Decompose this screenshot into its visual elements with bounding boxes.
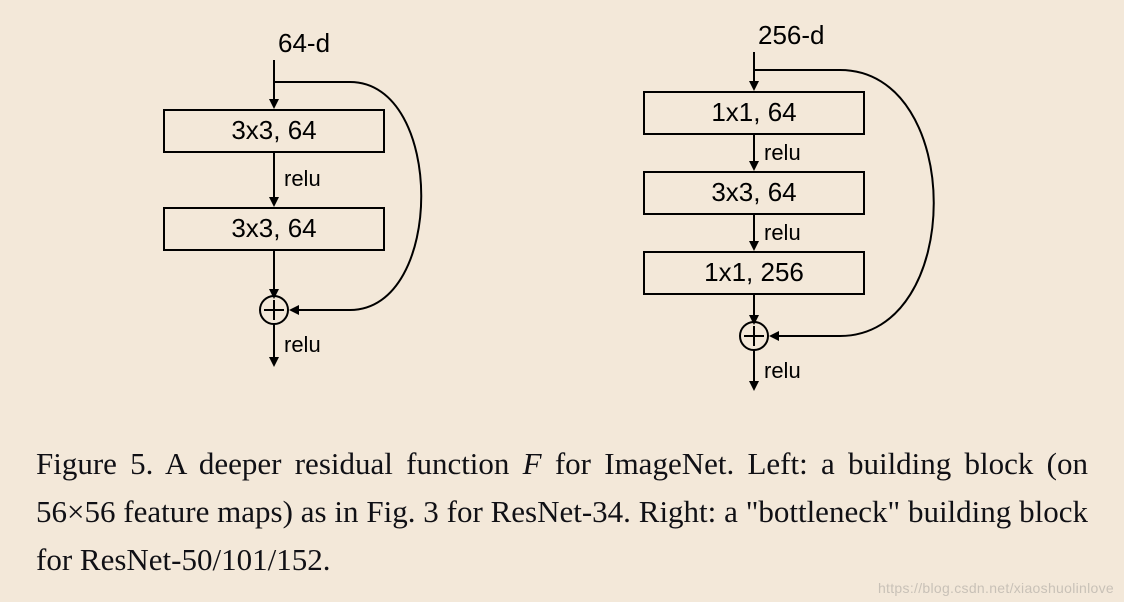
- watermark-text: https://blog.csdn.net/xiaoshuolinlove: [878, 580, 1114, 596]
- right-box-2-label: 1x1, 256: [704, 257, 804, 287]
- caption-func-symbol: F: [523, 446, 542, 481]
- caption-prefix: Figure 5. A deeper residual function: [36, 446, 523, 481]
- figure-caption: Figure 5. A deeper residual function F f…: [36, 440, 1088, 584]
- right-input-label: 256-d: [758, 20, 825, 50]
- right-box-0-label: 1x1, 64: [711, 97, 796, 127]
- residual-block-diagram: 64-d 3x3, 64 3x3, 64 relu relu: [0, 0, 1124, 420]
- right-relu-1: relu: [764, 140, 801, 165]
- right-relu-4: relu: [764, 358, 801, 383]
- right-box-1-label: 3x3, 64: [711, 177, 796, 207]
- right-relu-2: relu: [764, 220, 801, 245]
- right-block-svg: 256-d 1x1, 64 3x3, 64 1x1, 256 relu relu…: [0, 0, 1124, 420]
